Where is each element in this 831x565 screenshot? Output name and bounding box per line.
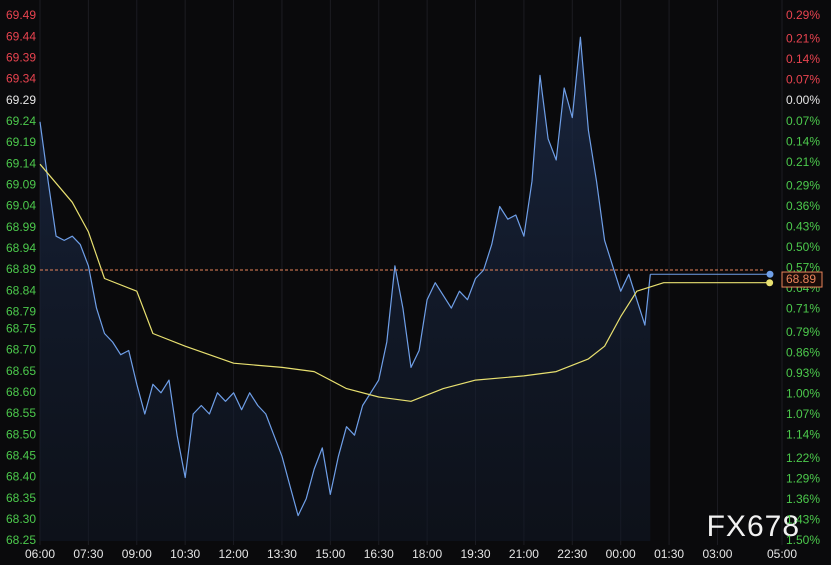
y-tick-label: 68.30 xyxy=(6,512,36,526)
y2-tick-label: 0.21% xyxy=(786,32,820,46)
y2-tick-label: 1.50% xyxy=(786,533,820,547)
watermark: FX678 xyxy=(707,510,800,543)
y-tick-label: 69.29 xyxy=(6,93,36,107)
y2-tick-label: 0.14% xyxy=(786,134,820,148)
price-dot xyxy=(766,270,774,278)
x-tick-label: 16:30 xyxy=(364,547,394,561)
average-dot xyxy=(766,279,774,287)
y2-tick-label: 0.93% xyxy=(786,366,820,380)
y2-tick-label: 1.00% xyxy=(786,387,820,401)
last-price-label: 68.89 xyxy=(786,272,816,286)
y-tick-label: 69.19 xyxy=(6,135,36,149)
y-tick-label: 68.45 xyxy=(6,448,36,462)
y2-tick-label: 0.50% xyxy=(786,240,820,254)
y2-tick-label: 0.43% xyxy=(786,219,820,233)
y2-tick-label: 1.14% xyxy=(786,428,820,442)
x-tick-label: 01:30 xyxy=(654,547,684,561)
y-tick-label: 68.75 xyxy=(6,321,36,335)
y-tick-label: 69.44 xyxy=(6,29,36,43)
x-tick-label: 13:30 xyxy=(267,547,297,561)
y2-tick-label: 1.43% xyxy=(786,513,820,527)
y2-tick-label: 0.29% xyxy=(786,8,820,22)
y2-tick-label: 0.79% xyxy=(786,325,820,339)
y2-tick-label: 0.14% xyxy=(786,52,820,66)
x-tick-label: 19:30 xyxy=(461,547,491,561)
y-tick-label: 68.40 xyxy=(6,470,36,484)
y2-tick-label: 0.57% xyxy=(786,260,820,274)
y-tick-label: 68.25 xyxy=(6,533,36,547)
y-tick-label: 69.09 xyxy=(6,178,36,192)
y2-tick-label: 0.00% xyxy=(786,93,820,107)
y-tick-label: 69.04 xyxy=(6,199,36,213)
y2-tick-label: 0.29% xyxy=(786,178,820,192)
y-tick-label: 69.14 xyxy=(6,156,36,170)
y-tick-label: 69.24 xyxy=(6,114,36,128)
y-tick-label: 68.99 xyxy=(6,220,36,234)
x-tick-label: 07:30 xyxy=(73,547,103,561)
y-tick-label: 68.84 xyxy=(6,283,36,297)
y-tick-label: 68.55 xyxy=(6,406,36,420)
y2-tick-label: 0.71% xyxy=(786,301,820,315)
x-tick-label: 12:00 xyxy=(219,547,249,561)
y2-tick-label: 0.86% xyxy=(786,345,820,359)
y-tick-label: 69.34 xyxy=(6,72,36,86)
y-tick-label: 68.50 xyxy=(6,427,36,441)
y-tick-label: 68.60 xyxy=(6,385,36,399)
y2-tick-label: 1.29% xyxy=(786,472,820,486)
price-line xyxy=(39,36,651,517)
x-tick-label: 15:00 xyxy=(315,547,345,561)
average-line xyxy=(39,163,770,402)
y2-tick-label: 0.21% xyxy=(786,155,820,169)
y-tick-label: 68.35 xyxy=(6,491,36,505)
last-price-box xyxy=(781,271,823,288)
y2-tick-label: 1.07% xyxy=(786,407,820,421)
y-tick-label: 68.79 xyxy=(6,305,36,319)
x-tick-label: 00:00 xyxy=(606,547,636,561)
y-tick-label: 68.70 xyxy=(6,343,36,357)
y-tick-label: 68.94 xyxy=(6,241,36,255)
x-tick-label: 06:00 xyxy=(25,547,55,561)
x-tick-label: 22:30 xyxy=(557,547,587,561)
y2-tick-label: 1.36% xyxy=(786,492,820,506)
y-tick-label: 69.39 xyxy=(6,51,36,65)
y2-tick-label: 0.36% xyxy=(786,199,820,213)
x-tick-label: 09:00 xyxy=(122,547,152,561)
price-area xyxy=(40,37,651,541)
y2-tick-label: 0.07% xyxy=(786,114,820,128)
y-tick-label: 68.65 xyxy=(6,364,36,378)
x-tick-label: 18:00 xyxy=(412,547,442,561)
x-tick-label: 21:00 xyxy=(509,547,539,561)
x-tick-label: 03:00 xyxy=(702,547,732,561)
y-tick-label: 69.49 xyxy=(6,8,36,22)
x-tick-label: 05:00 xyxy=(767,547,797,561)
y2-tick-label: 0.07% xyxy=(786,73,820,87)
y-tick-label: 68.89 xyxy=(6,262,36,276)
y2-tick-label: 1.22% xyxy=(786,451,820,465)
x-tick-label: 10:30 xyxy=(170,547,200,561)
